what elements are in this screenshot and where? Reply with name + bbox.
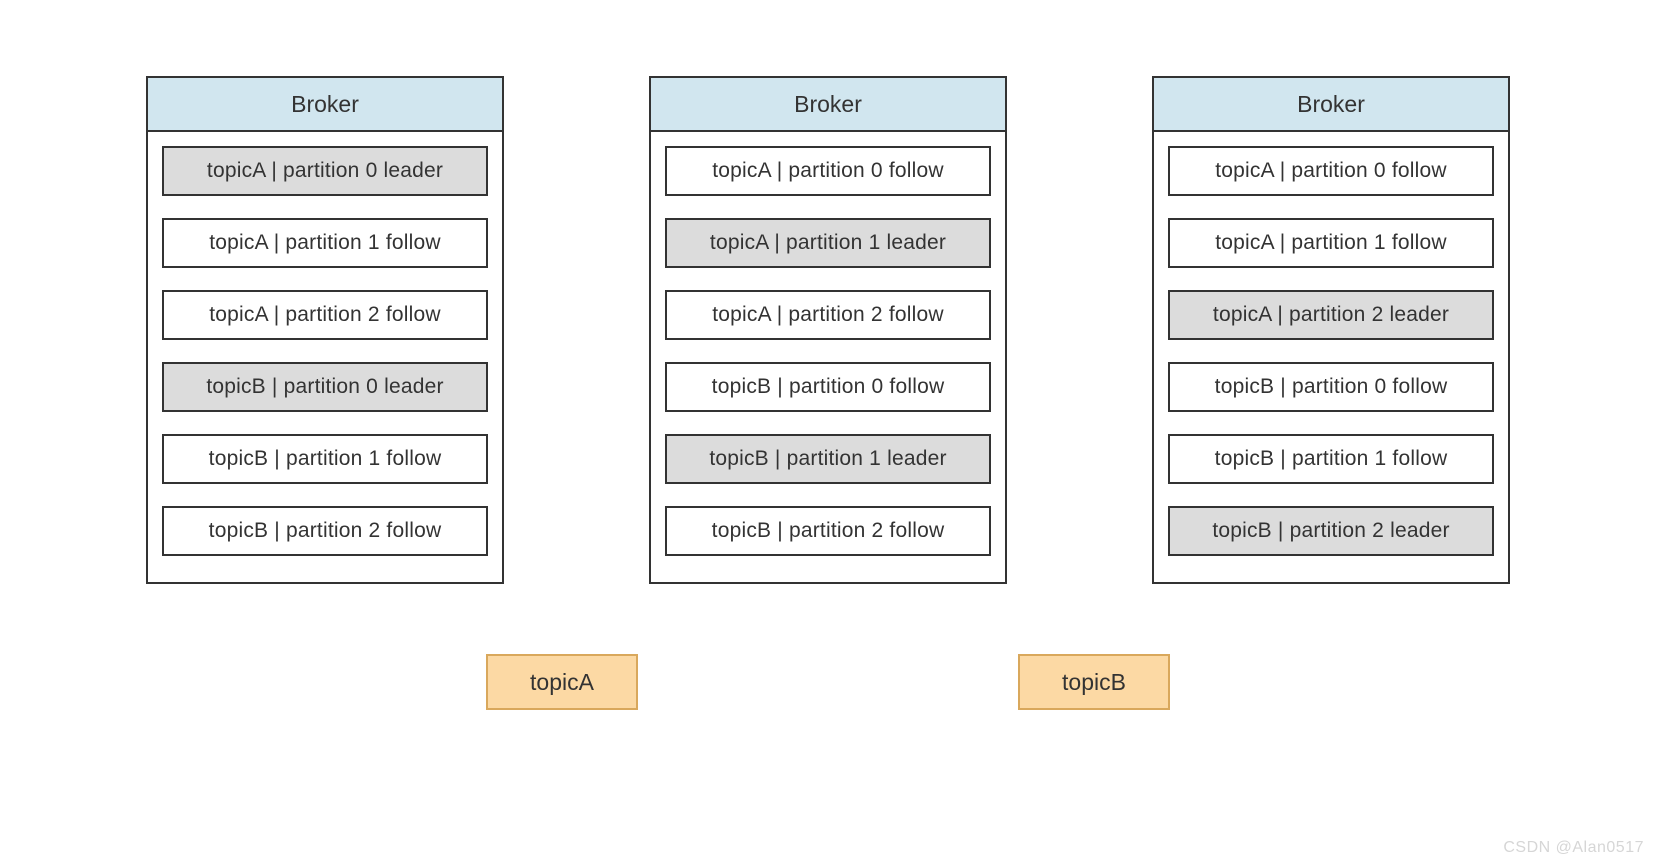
broker-header: Broker [148, 78, 502, 132]
partition: topicA | partition 0 leader [162, 146, 488, 196]
broker-header: Broker [651, 78, 1005, 132]
broker-body: topicA | partition 0 leader topicA | par… [148, 132, 502, 582]
topic-legend-b: topicB [1018, 654, 1170, 710]
topic-legend-row: topicA topicB [0, 654, 1656, 710]
partition: topicB | partition 0 leader [162, 362, 488, 412]
partition: topicA | partition 0 follow [1168, 146, 1494, 196]
partition: topicA | partition 1 leader [665, 218, 991, 268]
broker-header: Broker [1154, 78, 1508, 132]
broker-body: topicA | partition 0 follow topicA | par… [1154, 132, 1508, 582]
watermark: CSDN @Alan0517 [1503, 839, 1644, 857]
topic-legend-a: topicA [486, 654, 638, 710]
partition: topicB | partition 1 follow [1168, 434, 1494, 484]
partition: topicA | partition 1 follow [162, 218, 488, 268]
partition: topicB | partition 1 follow [162, 434, 488, 484]
brokers-row: Broker topicA | partition 0 leader topic… [0, 0, 1656, 584]
partition: topicB | partition 2 follow [162, 506, 488, 556]
partition: topicA | partition 1 follow [1168, 218, 1494, 268]
partition: topicA | partition 2 follow [162, 290, 488, 340]
partition: topicB | partition 2 follow [665, 506, 991, 556]
broker-body: topicA | partition 0 follow topicA | par… [651, 132, 1005, 582]
partition: topicA | partition 2 follow [665, 290, 991, 340]
partition: topicA | partition 0 follow [665, 146, 991, 196]
partition: topicB | partition 1 leader [665, 434, 991, 484]
broker-0: Broker topicA | partition 0 leader topic… [146, 76, 504, 584]
broker-1: Broker topicA | partition 0 follow topic… [649, 76, 1007, 584]
broker-2: Broker topicA | partition 0 follow topic… [1152, 76, 1510, 584]
partition: topicA | partition 2 leader [1168, 290, 1494, 340]
partition: topicB | partition 2 leader [1168, 506, 1494, 556]
partition: topicB | partition 0 follow [665, 362, 991, 412]
partition: topicB | partition 0 follow [1168, 362, 1494, 412]
